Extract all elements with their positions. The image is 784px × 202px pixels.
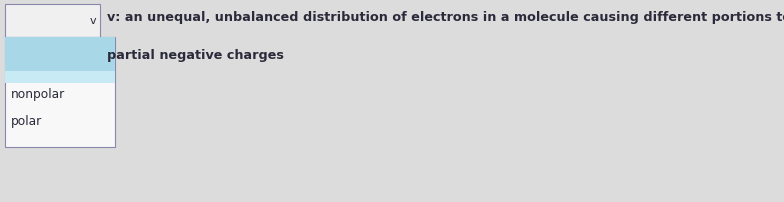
Bar [5,38,115,147]
Bar [5,38,115,72]
Text: polar: polar [11,115,42,128]
Text: nonpolar: nonpolar [11,88,65,101]
Text: v: an unequal, unbalanced distribution of electrons in a molecule causing differ: v: an unequal, unbalanced distribution o… [107,12,784,24]
Text: v: v [89,16,96,26]
Bar [5,5,100,38]
Text: partial negative charges: partial negative charges [107,48,284,61]
Bar [5,72,115,84]
